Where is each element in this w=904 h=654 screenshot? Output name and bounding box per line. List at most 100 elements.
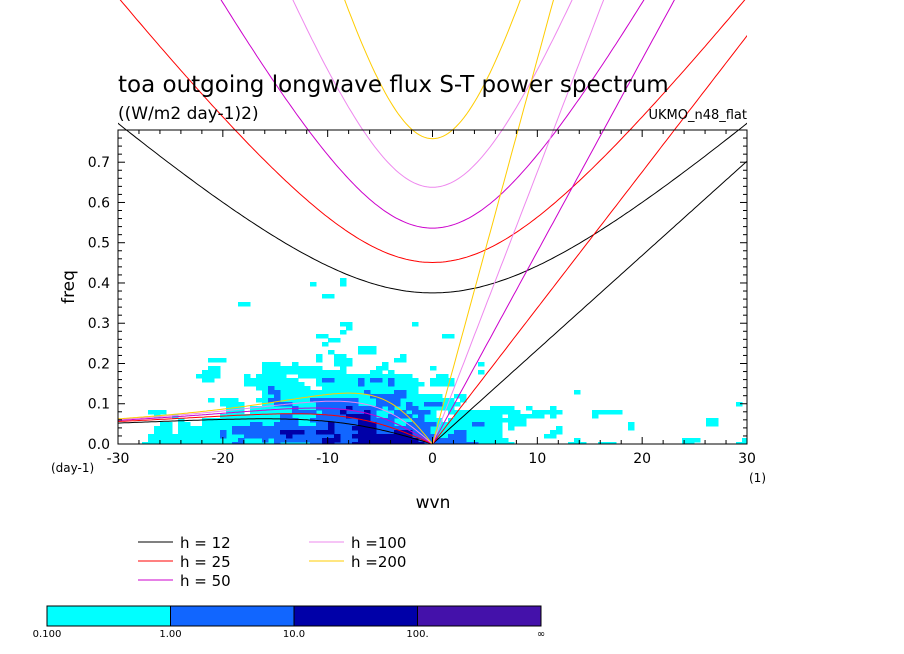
dispersion-curve (118, 407, 433, 444)
power-cell (394, 358, 401, 363)
power-cell (370, 438, 377, 443)
power-cell (292, 418, 299, 423)
power-cell (292, 362, 299, 367)
power-cell (292, 386, 299, 391)
power-cell (334, 418, 341, 423)
power-cell (454, 430, 461, 435)
dispersion-curve (344, 0, 521, 140)
power-cell (280, 366, 287, 371)
power-cell (208, 366, 215, 371)
power-cell (268, 426, 275, 431)
power-cell (382, 394, 389, 399)
power-cell (214, 422, 221, 427)
power-cell (304, 438, 311, 443)
power-cell (406, 386, 413, 391)
power-cell (274, 414, 281, 419)
power-cell (178, 426, 185, 431)
power-cell (160, 434, 167, 439)
power-cell (298, 402, 305, 407)
power-cell (340, 330, 347, 335)
power-cell (454, 394, 461, 399)
power-cell (376, 430, 383, 435)
power-cell (226, 426, 233, 431)
power-cell (214, 374, 221, 379)
power-cell (442, 374, 449, 379)
power-cell (406, 390, 413, 395)
power-cell (628, 426, 635, 431)
power-cell (334, 378, 341, 383)
power-cell (148, 434, 155, 439)
power-cell (406, 426, 413, 431)
power-cell (610, 410, 617, 415)
power-cell (352, 430, 359, 435)
power-cell (346, 378, 353, 383)
power-cell (328, 374, 335, 379)
power-cell (256, 418, 263, 423)
power-cell (484, 414, 491, 419)
power-cell (256, 438, 263, 443)
power-cell (412, 418, 419, 423)
power-cell (352, 374, 359, 379)
power-cell (280, 438, 287, 443)
power-cell (418, 418, 425, 423)
y-axis-label: freq (59, 270, 79, 304)
power-cell (484, 422, 491, 427)
power-cell (442, 422, 449, 427)
power-cell (316, 402, 323, 407)
power-cell (376, 390, 383, 395)
power-cell (208, 442, 215, 444)
power-cell (484, 442, 491, 444)
power-cell (340, 398, 347, 403)
power-cell (454, 434, 461, 439)
power-cell (400, 354, 407, 359)
power-cell (244, 378, 251, 383)
power-cell (382, 414, 389, 419)
power-cell (154, 430, 161, 435)
power-cell (298, 438, 305, 443)
power-cell (448, 402, 455, 407)
power-cell (214, 438, 221, 443)
power-cell (376, 434, 383, 439)
power-cell (202, 442, 209, 444)
power-cell (268, 410, 275, 415)
power-cell (502, 406, 509, 411)
power-cell (322, 402, 329, 407)
power-cell (262, 410, 269, 415)
power-cell (364, 386, 371, 391)
power-cell (454, 422, 461, 427)
power-cell (304, 442, 311, 444)
x-tick-label: 0 (428, 451, 437, 467)
power-cell (382, 366, 389, 371)
power-cell (334, 398, 341, 403)
power-cell (376, 410, 383, 415)
power-cell (208, 398, 215, 403)
power-cell (460, 426, 467, 431)
power-cell (388, 426, 395, 431)
power-cell (268, 406, 275, 411)
colorbar-segment (46, 605, 171, 627)
power-cell (298, 426, 305, 431)
power-cell (406, 378, 413, 383)
power-cell (508, 406, 515, 411)
power-cell (358, 390, 365, 395)
power-cell (442, 382, 449, 387)
power-cell (298, 422, 305, 427)
power-cell (280, 418, 287, 423)
power-cell (604, 442, 611, 444)
power-cell (490, 430, 497, 435)
power-cell (274, 386, 281, 391)
power-cell (148, 410, 155, 415)
y-tick-label: 0.7 (88, 155, 110, 171)
power-cell (154, 442, 161, 444)
power-cell (496, 406, 503, 411)
power-cell (166, 422, 173, 427)
power-cell (172, 414, 179, 419)
power-cell (514, 410, 521, 415)
power-cell (364, 378, 371, 383)
power-cell (574, 442, 581, 444)
power-cell (514, 422, 521, 427)
power-cell (454, 442, 461, 444)
power-cell (430, 422, 437, 427)
power-cell (352, 378, 359, 383)
